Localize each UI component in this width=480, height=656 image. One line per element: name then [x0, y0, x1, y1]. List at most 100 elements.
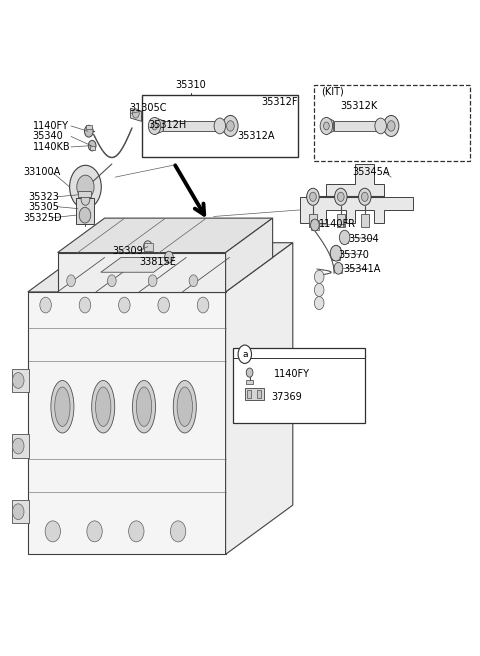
Circle shape [119, 297, 130, 313]
Text: 35345A: 35345A [353, 167, 390, 177]
Bar [78, 191, 91, 197]
Circle shape [40, 297, 51, 313]
Circle shape [158, 297, 169, 313]
Bar [12, 500, 29, 523]
Text: 35325D: 35325D [23, 213, 61, 223]
Polygon shape [300, 164, 413, 223]
Circle shape [246, 368, 253, 377]
Circle shape [70, 165, 101, 209]
Circle shape [79, 297, 91, 313]
Circle shape [320, 117, 333, 134]
Circle shape [144, 241, 152, 253]
Ellipse shape [173, 380, 196, 433]
Circle shape [165, 251, 173, 263]
Bar [361, 214, 369, 227]
Text: 35312H: 35312H [149, 119, 187, 130]
Circle shape [307, 188, 319, 205]
Ellipse shape [132, 380, 156, 433]
Ellipse shape [177, 387, 192, 426]
Text: 1140FR: 1140FR [319, 219, 356, 230]
Text: 1140FY: 1140FY [33, 121, 69, 131]
Circle shape [375, 118, 386, 134]
Text: 37369: 37369 [271, 392, 302, 402]
Text: 1140FY: 1140FY [274, 369, 310, 379]
Bar [233, 348, 365, 423]
Text: 35304: 35304 [348, 234, 379, 244]
Circle shape [339, 230, 350, 245]
Circle shape [310, 192, 316, 201]
Text: 31305C: 31305C [130, 102, 167, 113]
Circle shape [148, 117, 161, 134]
Bar [12, 369, 29, 392]
Circle shape [81, 194, 90, 205]
Bar [332, 247, 340, 260]
Circle shape [214, 118, 226, 134]
Text: 33815E: 33815E [139, 257, 176, 268]
Circle shape [132, 109, 139, 118]
Ellipse shape [96, 387, 111, 426]
Polygon shape [326, 117, 334, 134]
Circle shape [77, 175, 94, 199]
Text: 35310: 35310 [176, 80, 206, 91]
Circle shape [197, 297, 209, 313]
Circle shape [387, 121, 395, 131]
Ellipse shape [55, 387, 70, 426]
Text: 33100A: 33100A [23, 167, 60, 177]
Bar [245, 388, 264, 400]
Text: 35309: 35309 [113, 245, 144, 256]
Text: 35340: 35340 [33, 131, 63, 142]
Circle shape [129, 521, 144, 542]
Circle shape [335, 188, 347, 205]
Polygon shape [226, 243, 293, 554]
Text: 35312A: 35312A [238, 131, 275, 142]
Polygon shape [28, 292, 226, 554]
Bar [257, 390, 261, 398]
Bar [142, 95, 298, 157]
Bar [86, 125, 92, 129]
Bar [314, 85, 470, 161]
Text: 35305: 35305 [28, 201, 59, 212]
Circle shape [384, 115, 399, 136]
Circle shape [108, 275, 116, 287]
Bar [246, 380, 253, 384]
Bar [341, 232, 348, 243]
Circle shape [67, 275, 75, 287]
Bar [163, 121, 230, 131]
Circle shape [223, 115, 238, 136]
Ellipse shape [136, 387, 152, 426]
Bar [336, 264, 342, 273]
Circle shape [330, 245, 342, 261]
Circle shape [334, 262, 343, 274]
Polygon shape [58, 253, 226, 292]
Circle shape [170, 521, 186, 542]
Bar [12, 434, 29, 458]
Circle shape [152, 122, 157, 130]
Polygon shape [131, 108, 142, 121]
Circle shape [12, 438, 24, 454]
Circle shape [148, 275, 157, 287]
Text: 35341A: 35341A [343, 264, 381, 274]
Text: a: a [242, 350, 248, 359]
Bar [309, 214, 317, 227]
Bar [247, 390, 251, 398]
Polygon shape [155, 117, 163, 134]
Circle shape [324, 122, 329, 130]
Circle shape [359, 188, 371, 205]
Text: 35370: 35370 [338, 249, 369, 260]
Circle shape [79, 207, 91, 223]
Bar [311, 220, 319, 230]
Circle shape [311, 219, 319, 231]
Bar [334, 121, 391, 131]
Bar [144, 243, 153, 251]
Circle shape [12, 373, 24, 388]
Ellipse shape [92, 380, 115, 433]
Bar [76, 198, 94, 224]
Ellipse shape [51, 380, 74, 433]
Circle shape [87, 521, 102, 542]
Circle shape [84, 125, 93, 137]
Circle shape [227, 121, 234, 131]
Circle shape [361, 192, 368, 201]
Circle shape [238, 345, 252, 363]
Circle shape [189, 275, 198, 287]
Circle shape [337, 192, 344, 201]
